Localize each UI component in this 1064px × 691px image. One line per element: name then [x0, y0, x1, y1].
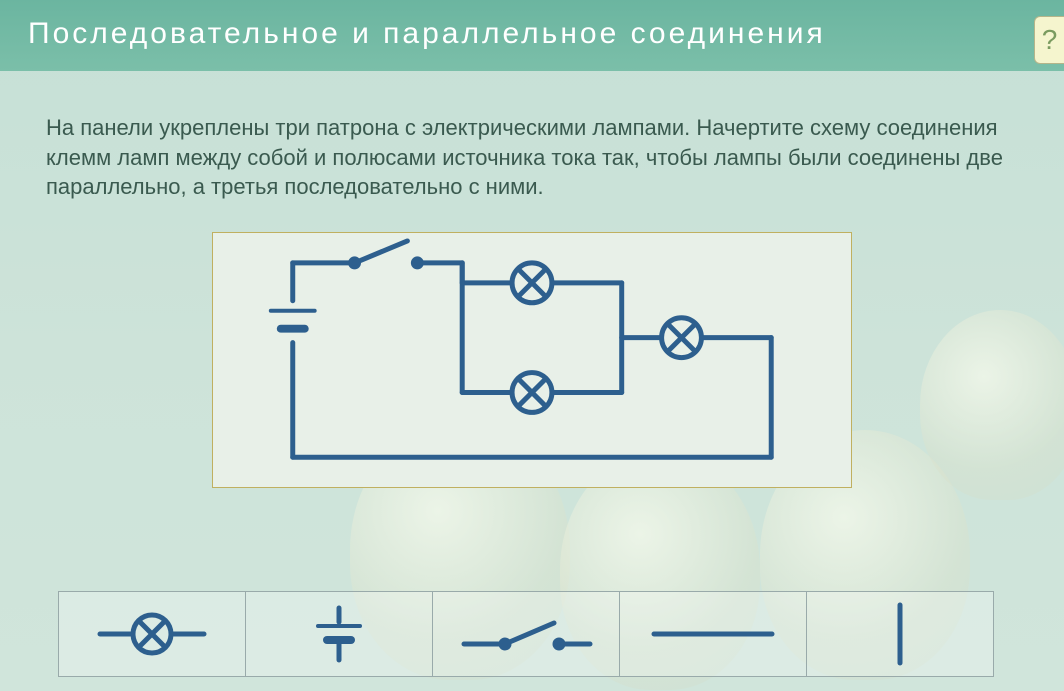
header: Последовательное и параллельное соединен…: [0, 0, 1064, 71]
page-title: Последовательное и параллельное соединен…: [28, 14, 1036, 53]
circuit-diagram[interactable]: [212, 232, 852, 488]
circuit-svg: [213, 233, 851, 488]
palette-wire-v[interactable]: [806, 591, 994, 677]
palette-wire-h[interactable]: [619, 591, 807, 677]
palette-switch[interactable]: [432, 591, 620, 677]
help-button[interactable]: ?: [1034, 16, 1064, 64]
symbol-palette: [58, 591, 994, 677]
palette-lamp[interactable]: [58, 591, 246, 677]
palette-battery[interactable]: [245, 591, 433, 677]
problem-text: На панели укреплены три патрона с электр…: [46, 113, 1018, 202]
content-area: На панели укреплены три патрона с электр…: [0, 71, 1064, 488]
